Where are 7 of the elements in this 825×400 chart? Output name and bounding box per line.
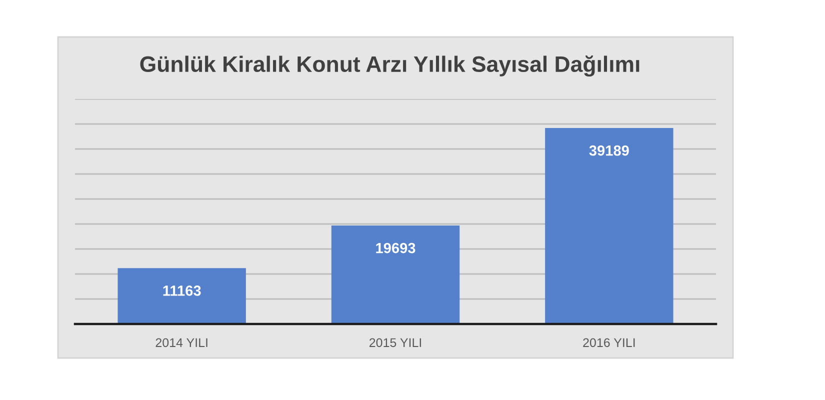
- x-tick-label: 2015 YILI: [369, 338, 421, 348]
- data-label: 19693: [376, 242, 416, 254]
- x-tick-label: 2014 YILI: [156, 338, 208, 348]
- x-tick-label: 2016 YILI: [583, 338, 635, 348]
- chart-title: Günlük Kiralık Konut Arzı Yıllık Sayısal Dağılımı: [140, 55, 640, 77]
- data-label: 11163: [163, 286, 201, 296]
- data-label: 39189: [589, 145, 629, 156]
